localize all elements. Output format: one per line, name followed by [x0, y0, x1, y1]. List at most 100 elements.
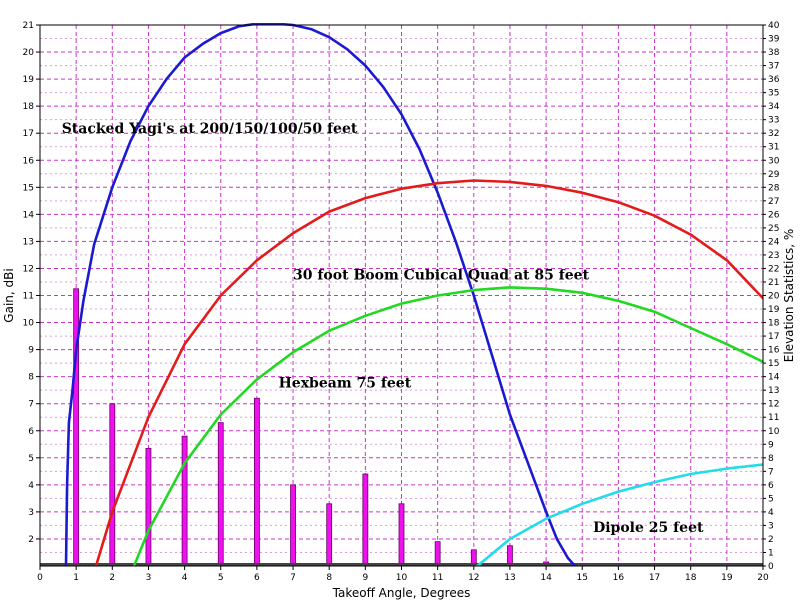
y2-tick-label: 28 [768, 183, 780, 193]
y-tick-label: 4 [28, 481, 34, 491]
x-tick-label: 3 [146, 573, 152, 583]
x-tick-label: 2 [109, 573, 115, 583]
y2-tick-label: 12 [768, 400, 779, 410]
x-tick-label: 7 [290, 573, 296, 583]
y2-tick-label: 32 [768, 129, 779, 139]
y-tick-label: 18 [23, 102, 35, 112]
y-tick-label: 11 [23, 292, 34, 302]
y-tick-label: 13 [23, 237, 34, 247]
annotation-label: 30 foot Boom Cubical Quad at 85 feet [293, 267, 590, 283]
y2-tick-label: 13 [768, 386, 779, 396]
elevation-bar [109, 403, 116, 567]
y2-tick-label: 29 [768, 170, 780, 180]
y2-tick-label: 26 [768, 210, 780, 220]
x-tick-label: 18 [685, 573, 697, 583]
y-tick-labels: 2 3 4 5 6 7 8 9 10 11 12 13 14 15 16 17 18 19 20 21 [23, 21, 40, 545]
y2-tick-label: 24 [768, 237, 780, 247]
elevation-bar [326, 503, 333, 567]
elevation-bar [434, 541, 441, 567]
y2-tick-label: 40 [768, 21, 780, 31]
series-line [94, 179, 763, 566]
y2-tick-label: 7 [768, 467, 774, 477]
x-tick-label: 15 [577, 573, 588, 583]
y2-tick-label: 23 [768, 251, 779, 261]
y2-tick-label: 20 [768, 292, 780, 302]
x-tick-label: 14 [540, 573, 552, 583]
y2-tick-label: 36 [768, 75, 780, 85]
gain-curves [64, 23, 763, 566]
y2-tick-label: 3 [768, 521, 774, 531]
x-tick-label: 19 [721, 573, 733, 583]
y-tick-label: 20 [23, 48, 35, 58]
elevation-bar [290, 484, 296, 567]
y2-tick-label: 35 [768, 89, 779, 99]
elevation-bar [181, 435, 188, 567]
y2-tick-label: 30 [768, 156, 780, 166]
y-tick-label: 14 [23, 210, 35, 220]
y-tick-label: 21 [23, 21, 34, 31]
y2-tick-label: 33 [768, 116, 779, 126]
elevation-bar [217, 422, 224, 567]
y2-tick-label: 4 [768, 508, 774, 518]
y2-tick-label: 17 [768, 332, 779, 342]
x-tick-label: 9 [362, 573, 368, 583]
y2-tick-label: 38 [768, 48, 780, 58]
x-axis-title: Takeoff Angle, Degrees [332, 586, 471, 600]
series-line [64, 23, 578, 566]
elevation-bar [398, 503, 405, 567]
y-tick-label: 5 [28, 454, 34, 464]
y-tick-label: 15 [23, 183, 34, 193]
x-tick-label: 20 [757, 573, 769, 583]
y2-tick-labels: 0123456789101112131415161718192021222324… [763, 21, 780, 572]
x-tick-label: 17 [649, 573, 660, 583]
y-tick-label: 8 [28, 373, 34, 383]
y2-tick-label: 8 [768, 454, 774, 464]
y-tick-label: 12 [23, 264, 34, 274]
elevation-bar [253, 397, 260, 567]
elevation-bar [145, 447, 152, 567]
y2-tick-label: 9 [768, 440, 774, 450]
x-tick-label: 10 [396, 573, 408, 583]
y2-tick-label: 0 [768, 562, 774, 572]
x-tick-label: 16 [613, 573, 625, 583]
y2-tick-label: 22 [768, 264, 779, 274]
y2-tick-label: 16 [768, 346, 780, 356]
y2-tick-label: 2 [768, 535, 774, 545]
y2-tick-label: 21 [768, 278, 779, 288]
elevation-bar [507, 545, 513, 567]
x-tick-label: 13 [504, 573, 515, 583]
elevation-statistics-bars [40, 288, 763, 567]
y-tick-label: 16 [23, 156, 35, 166]
y2-tick-label: 11 [768, 413, 779, 423]
y2-tick-label: 37 [768, 62, 779, 72]
y-tick-label: 19 [23, 75, 35, 85]
y2-tick-label: 25 [768, 224, 779, 234]
y-tick-label: 2 [28, 535, 34, 545]
y2-tick-label: 5 [768, 494, 774, 504]
y2-tick-label: 1 [768, 548, 774, 558]
x-tick-label: 12 [468, 573, 479, 583]
annotation-label: Dipole 25 feet [593, 520, 704, 536]
y2-tick-label: 18 [768, 319, 780, 329]
series-line [476, 463, 763, 566]
y-tick-label: 3 [28, 508, 34, 518]
y2-tick-label: 34 [768, 102, 780, 112]
plot-baseline [40, 563, 763, 566]
y-tick-label: 7 [28, 400, 34, 410]
annotation-label: Stacked Yagi's at 200/150/100/50 feet [62, 121, 358, 137]
y-axis-title: Gain, dBi [2, 268, 16, 322]
y2-tick-label: 39 [768, 35, 780, 45]
y2-tick-label: 10 [768, 427, 780, 437]
y2-axis-title: Elevation Statistics, % [782, 229, 796, 362]
y-tick-label: 9 [28, 346, 34, 356]
x-tick-label: 1 [73, 573, 79, 583]
x-tick-label: 4 [182, 573, 188, 583]
y2-tick-label: 27 [768, 197, 779, 207]
x-tick-labels: 0 1 2 3 4 5 6 7 8 9 10 11 12 13 14 15 16 17 18 19 20 [37, 566, 769, 583]
annotation-label: Hexbeam 75 feet [279, 375, 412, 391]
y2-tick-label: 6 [768, 481, 774, 491]
x-tick-label: 0 [37, 573, 43, 583]
x-tick-label: 5 [218, 573, 224, 583]
